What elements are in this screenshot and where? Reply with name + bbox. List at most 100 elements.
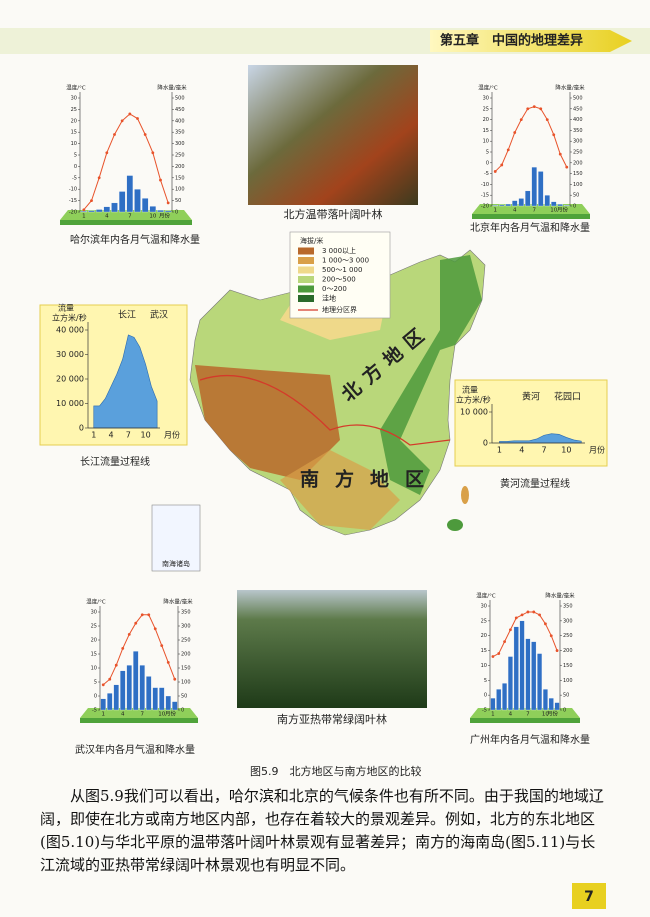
legend-swatch [298,295,314,302]
precip-bar [152,687,158,711]
x-tick-label: 4 [121,712,125,718]
x-tick-label: 7 [533,208,537,214]
precip-bar [165,695,171,711]
inset [151,504,201,572]
y2-axis-label: 降水量/毫米 [555,84,585,92]
temp-point [558,152,562,156]
x-tick-label: 10 [550,208,557,214]
temp-point [153,627,157,631]
x-axis-label: 月份 [164,430,180,440]
y2-tick-label: 250 [563,633,573,639]
precip-bar [149,206,157,213]
y-tick-label: 20 [71,118,77,124]
chart-title: 哈尔滨年内各月气温和降水量 [70,233,200,246]
page-number-box [572,883,606,909]
y2-tick-label: 200 [573,160,583,166]
temp-point [108,677,112,681]
y-tick-label: 25 [483,106,489,112]
x-tick-label: 7 [128,214,132,220]
y-tick-label: 5 [74,153,77,159]
y-axis-label: 温度/°C [66,84,86,92]
x-tick-label: 1 [102,712,106,718]
y-tick-label: 20 [483,117,489,123]
precip-bar [158,687,165,711]
photo [248,65,418,205]
x-tick-label: 4 [105,214,109,220]
island [447,519,463,531]
header-tab [430,30,632,52]
temp-point [128,112,132,116]
y2-tick-label: 300 [573,139,583,145]
y2-tick-label: 150 [175,175,185,181]
temp-point [166,201,170,205]
precip-bar [505,203,511,207]
temp-point [113,133,116,136]
x-axis-label: 月份 [547,710,559,718]
y-axis-unit: 立方米/秒 [456,395,491,405]
y2-tick-label: 50 [175,198,181,204]
x-tick-label: 1 [82,214,86,220]
y-tick-label: 30 000 [56,350,84,359]
y2-tick-label: 400 [175,118,185,124]
temp-point [545,118,549,121]
temp-point [565,165,569,169]
temp-point [120,119,124,123]
temp-point [506,148,510,152]
temp-point [166,661,170,664]
y-tick-label: 10 [91,666,97,672]
y2-tick-label: 150 [563,663,573,669]
y-tick-label: -15 [481,193,489,199]
y2-tick-label: 400 [573,117,583,123]
map: 北方地区 南方地区 南海诸岛 海拔/米 地理分区界 [151,231,486,572]
precip-bar [492,205,498,207]
y2-tick-label: 500 [573,96,583,102]
legend-label: 500～1 000 [322,266,362,274]
y-tick-label: 20 000 [56,375,84,384]
precip-bar [118,191,126,213]
y-tick-label: 0 [484,693,487,699]
precip-bar [120,670,126,711]
temp-point [538,613,541,617]
x-tick-label: 10 [561,446,571,455]
x-tick-label: 1 [91,431,96,440]
y-tick-label: 0 [74,164,77,170]
precip-bar [132,651,139,711]
precip-bar [531,641,537,711]
temp-point [140,613,144,617]
precip-bar [164,210,172,213]
precip-bar [548,697,554,711]
y2-tick-label: 350 [563,604,573,610]
temp-point [82,208,86,212]
y-tick-label: 40 000 [56,326,84,335]
x-tick-label: 7 [126,431,131,440]
plateau [195,365,340,480]
temp-point [105,151,109,155]
y-axis-label: 流量 [58,303,74,313]
map-legend: 海拔/米 地理分区界 [289,231,391,319]
temp-line [492,611,558,657]
chart-title: 长江流量过程线 [80,455,150,468]
temp-point [500,163,504,167]
precip-bar [139,665,145,711]
y2-tick-label: 200 [563,648,573,654]
temp-point [101,683,105,687]
y-tick-label: 15 [483,128,489,134]
y-tick-label: 30 [71,96,77,102]
y-axis-label: 温度/°C [86,598,106,606]
y-tick-label: -5 [482,708,487,714]
legend-label: 洼地 [322,294,336,303]
y2-axis-label: 降水量/毫米 [545,592,575,600]
temp-point [147,613,151,617]
river-label: 黄河 [522,391,540,403]
y2-tick-label: 100 [181,680,191,686]
y-tick-label: 5 [486,150,489,156]
y2-tick-label: 300 [181,624,191,630]
chart-panel [454,379,608,467]
precip-bar [496,689,502,711]
y-tick-label: 25 [71,107,77,113]
y2-tick-label: 100 [573,182,583,188]
y2-tick-label: 0 [573,204,576,210]
temp-point [173,677,177,681]
precip-bar [111,202,118,213]
temp-point [160,644,164,647]
